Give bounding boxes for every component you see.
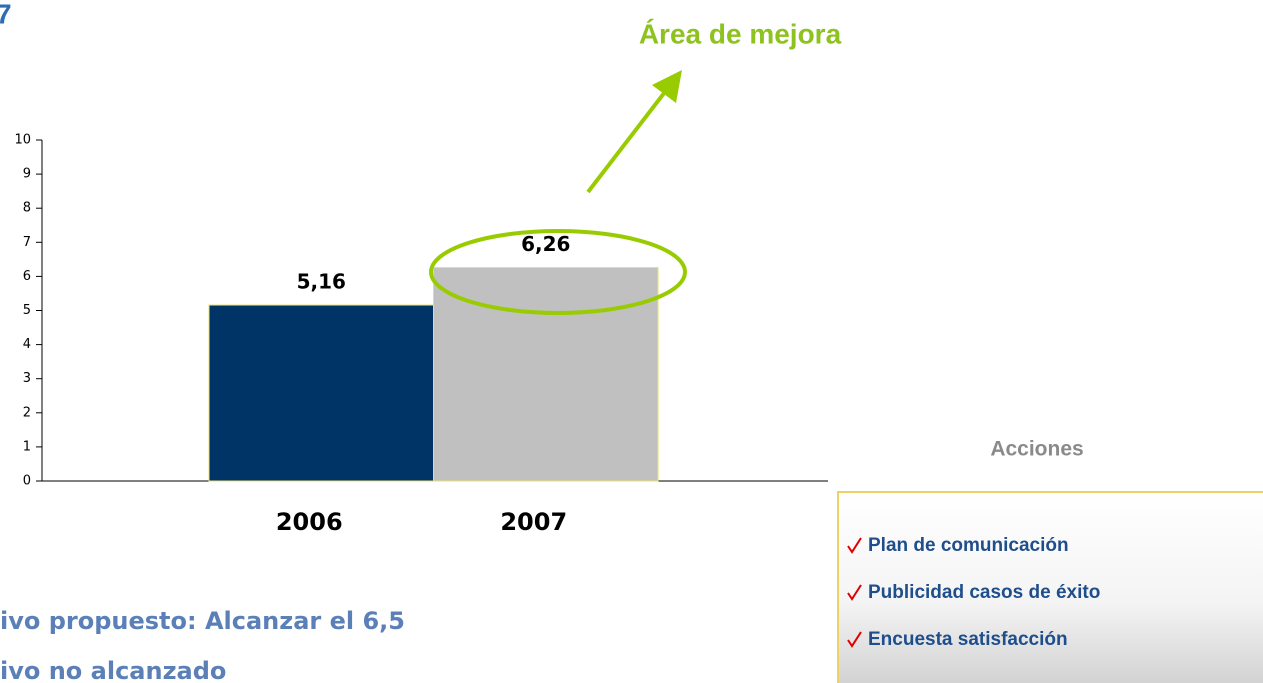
highlight-ellipse: [429, 229, 687, 315]
action-item: Encuesta satisfacción: [868, 629, 1068, 650]
value-label: 6,26: [521, 232, 570, 256]
arrow-shaft: [586, 86, 670, 194]
y-tick-label: 5: [23, 303, 31, 318]
action-item: Plan de comunicación: [868, 535, 1069, 556]
note: ivo no alcanzado: [0, 657, 226, 683]
y-tick-label: 1: [23, 439, 31, 454]
y-tick-label: 9: [23, 167, 31, 182]
chart: 0 1 2 3 4 5 6 7 8 9 10 5,16 2006 6,26 2007: [14, 133, 828, 536]
x-tick-label: 2007: [500, 508, 567, 536]
y-tick-label: 10: [14, 133, 31, 148]
actions-title: Acciones: [990, 438, 1083, 461]
y-tick-label: 3: [23, 371, 31, 386]
y-tick-label: 6: [23, 269, 31, 284]
page-title: 7: [0, 0, 12, 29]
action-item: Publicidad casos de éxito: [868, 582, 1100, 603]
x-tick-label: 2006: [276, 508, 343, 536]
note: ivo propuesto: Alcanzar el 6,5: [0, 607, 405, 635]
y-tick-label: 0: [23, 474, 31, 489]
y-tick-label: 4: [23, 337, 31, 352]
y-tick-label: 7: [23, 235, 31, 250]
y-tick-label: 8: [23, 201, 31, 216]
value-label: 5,16: [297, 270, 346, 294]
annotation: Área de mejora: [639, 18, 842, 49]
check-icon: [847, 537, 862, 554]
actions-box: [837, 491, 1263, 683]
check-icon: [847, 631, 862, 648]
bar: [208, 304, 434, 482]
check-icon: [847, 584, 862, 601]
actions-list: Plan de comunicación Publicidad casos de …: [847, 535, 1100, 650]
y-tick-label: 2: [23, 405, 31, 420]
arrow-head: [652, 70, 682, 103]
